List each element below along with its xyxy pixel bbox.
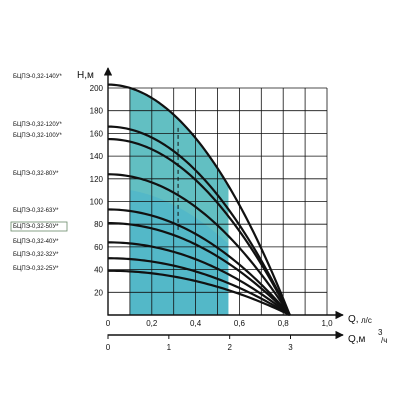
label-layer: БЦПЭ-0,32-140У* БЦПЭ-0,32-120У* БЦПЭ-0,32-…: [10, 74, 68, 272]
series-label: БЦПЭ-0,32-50У*: [13, 224, 59, 230]
x-axis-title-secondary: Q,м: [348, 334, 366, 345]
y-tick-label: 100: [90, 198, 104, 207]
series-label: БЦПЭ-0,32-32У*: [13, 252, 59, 258]
series-curve: [107, 125, 291, 316]
series-label: БЦПЭ-0,32-80У*: [13, 171, 59, 177]
x-tick-label-primary: 0,2: [146, 319, 158, 328]
series-curve: [107, 173, 291, 316]
series-curve: [107, 208, 291, 316]
x-axis-sup-secondary: 3: [378, 328, 383, 337]
x-tick-label-primary: 0,8: [278, 319, 290, 328]
curve-layer: [107, 83, 291, 316]
y-tick-label: 140: [90, 152, 104, 161]
x-tick-label-primary: 0,4: [190, 319, 202, 328]
y-tick-label: 160: [90, 129, 104, 138]
series-curve: [107, 83, 291, 316]
y-tick-label: 120: [90, 175, 104, 184]
y-tick-label: 80: [94, 220, 103, 229]
y-tick-label: 60: [94, 243, 103, 252]
series-curve: [107, 221, 291, 316]
series-label: БЦПЭ-0,32-25У*: [13, 266, 59, 272]
y-tick-label: 20: [94, 288, 103, 297]
y-axis-title: H,м: [77, 70, 94, 81]
x-tick-label-primary: 0,6: [234, 319, 246, 328]
x-axis-unit-primary: л/с: [361, 316, 372, 325]
series-curve: [107, 137, 291, 316]
series-label: БЦПЭ-0,32-40У*: [13, 239, 59, 245]
x-tick-label-secondary: 3: [288, 343, 293, 352]
y-tick-label: 200: [90, 84, 104, 93]
x-tick-label-primary: 1,0: [321, 319, 333, 328]
x-axis-title-primary: Q,: [348, 314, 359, 325]
x-tick-label-secondary: 1: [167, 343, 172, 352]
x-axis-unit-secondary: /ч: [381, 336, 387, 345]
series-label: БЦПЭ-0,32-100У*: [13, 133, 62, 139]
series-label: БЦПЭ-0,32-63У*: [13, 208, 59, 214]
series-curve: [107, 257, 291, 316]
series-curve: [107, 269, 291, 316]
series-curve: [107, 241, 291, 316]
y-tick-label: 40: [94, 266, 103, 275]
series-label: БЦПЭ-0,32-120У*: [13, 122, 62, 128]
x-tick-label-secondary: 2: [227, 343, 232, 352]
y-tick-label: 180: [90, 107, 104, 116]
series-label-highlight-box: [10, 221, 68, 232]
series-label: БЦПЭ-0,32-140У*: [13, 74, 62, 80]
x-tick-label-secondary: 0: [106, 343, 111, 352]
x-tick-label-primary: 0: [106, 319, 111, 328]
